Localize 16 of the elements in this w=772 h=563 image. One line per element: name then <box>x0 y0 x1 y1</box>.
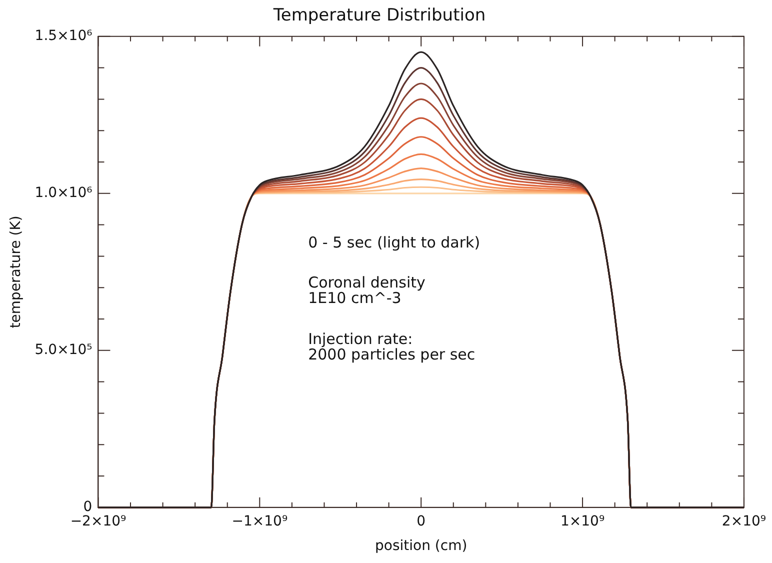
annotation: 1E10 cm^-3 <box>308 289 402 308</box>
annotation: Coronal density <box>308 274 426 292</box>
y-axis-title: temperature (K) <box>8 216 24 328</box>
y-tick-label: 5.0×10⁵ <box>34 342 92 358</box>
x-tick-label: −1×10⁹ <box>232 513 288 530</box>
annotation: Injection rate: <box>308 330 413 348</box>
annotation: 0 - 5 sec (light to dark) <box>308 234 480 252</box>
x-tick-label: 0 <box>416 513 426 530</box>
chart-title: Temperature Distribution <box>272 6 486 26</box>
y-tick-label: 1.5×10⁶ <box>34 28 93 44</box>
x-tick-label: 1×10⁹ <box>560 513 605 530</box>
y-tick-label: 1.0×10⁶ <box>34 185 93 202</box>
x-tick-label: 2×10⁹ <box>722 513 766 530</box>
x-axis-title: position (cm) <box>375 538 468 554</box>
x-tick-label: −2×10⁹ <box>70 513 127 530</box>
y-tick-label: 0 <box>83 499 92 516</box>
